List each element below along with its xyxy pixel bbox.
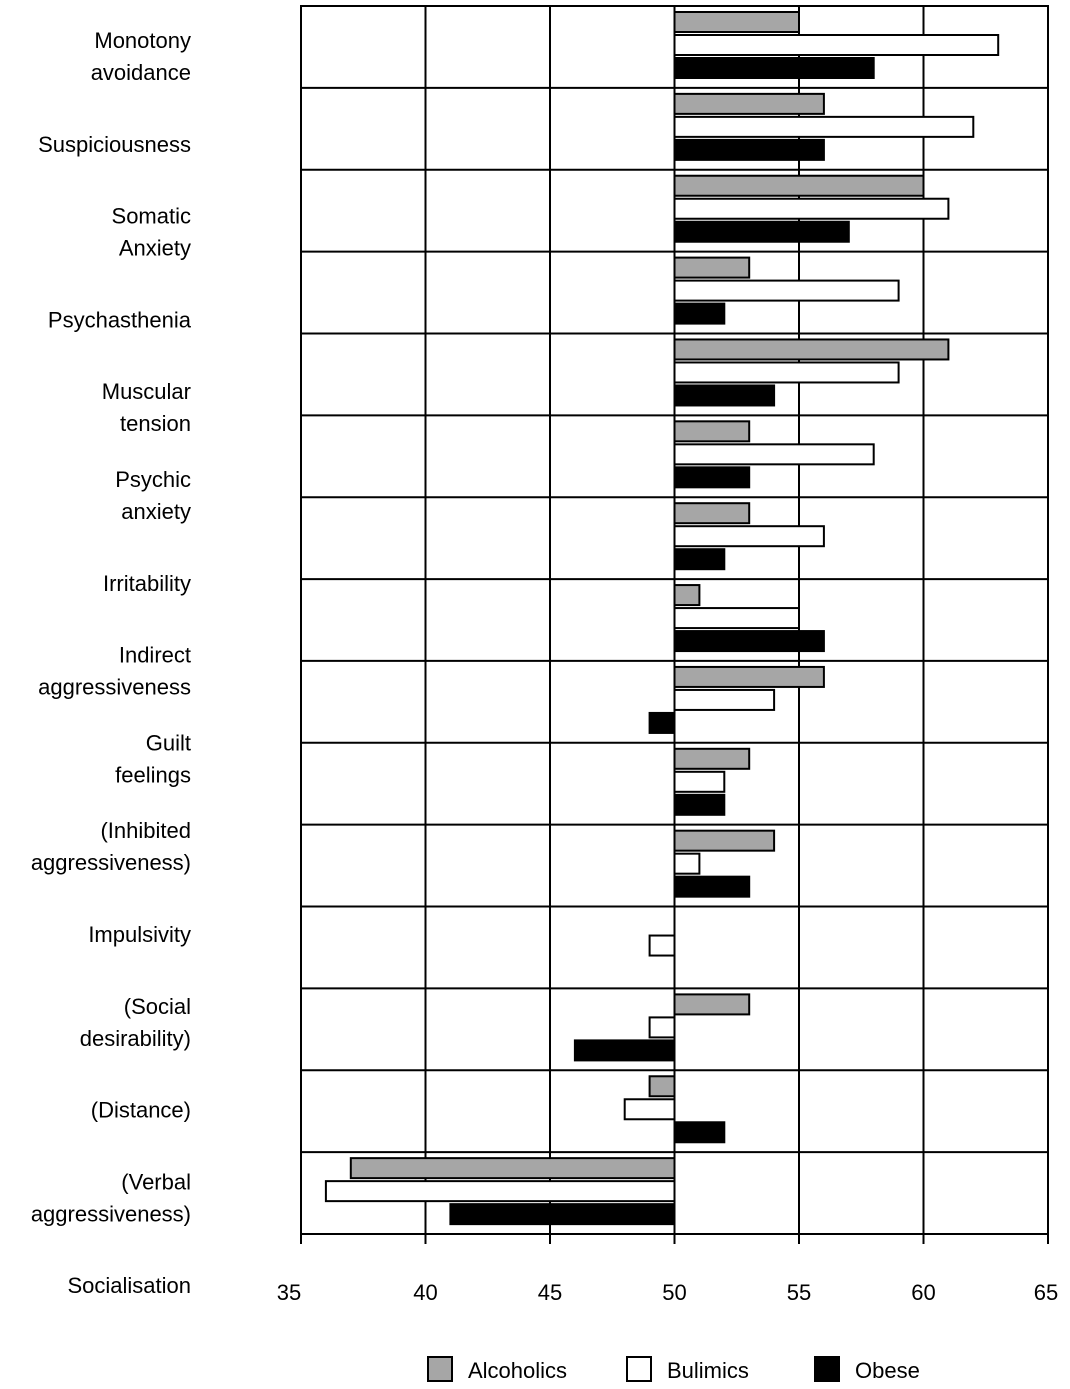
bar-obese	[673, 384, 776, 407]
bar-bulimics	[648, 934, 676, 957]
category-label: Somatic Anxiety	[112, 204, 191, 261]
bar-bulimics	[648, 1016, 676, 1039]
bar-bulimics	[673, 361, 900, 384]
bar-obese	[673, 548, 726, 571]
category-label: Muscular tension	[102, 379, 191, 436]
bar-alcoholics	[673, 747, 751, 770]
bar-bulimics	[673, 607, 800, 630]
bar-bulimics	[673, 197, 950, 220]
category-label: Irritability	[103, 571, 191, 596]
category-label: Psychic anxiety	[115, 467, 191, 524]
bar-alcoholics	[349, 1157, 676, 1180]
x-axis: 35 40 45 50 55 60 65	[277, 1233, 1058, 1305]
bar-obese	[648, 711, 676, 734]
bar-bulimics	[673, 34, 1000, 56]
x-tick-label: 45	[538, 1280, 562, 1305]
category-label: Guilt feelings	[115, 730, 191, 787]
category-label: Suspiciousness	[38, 132, 191, 157]
bar-obese	[673, 220, 850, 243]
legend: Alcoholics Bulimics Obese	[427, 1356, 920, 1383]
legend-swatch-bulimics	[626, 1356, 652, 1382]
bar-obese	[573, 1039, 676, 1062]
x-tick-label: 55	[787, 1280, 811, 1305]
bar-bulimics	[673, 525, 825, 548]
bar-bulimics	[673, 688, 776, 711]
bar-alcoholics	[673, 92, 825, 115]
bar-bulimics	[673, 852, 701, 875]
x-tick-label: 40	[413, 1280, 437, 1305]
bar-bulimics	[623, 1098, 676, 1121]
bar-alcoholics	[648, 1075, 676, 1098]
legend-label-alcoholics: Alcoholics	[468, 1358, 567, 1383]
category-label: (Distance)	[91, 1098, 191, 1123]
legend-swatch-obese	[814, 1356, 840, 1382]
category-label: Psychasthenia	[48, 307, 192, 332]
bar-alcoholics	[673, 584, 701, 607]
bar-obese	[673, 793, 726, 816]
bar-obese	[673, 302, 726, 325]
x-tick-label: 50	[662, 1280, 686, 1305]
x-tick-label: 65	[1034, 1280, 1058, 1305]
bar-obese	[673, 57, 875, 79]
bar-alcoholics	[673, 338, 950, 361]
category-label: Impulsivity	[88, 922, 191, 947]
legend-label-obese: Obese	[855, 1358, 920, 1383]
category-labels: Monotony avoidance Suspiciousness Somatic An…	[31, 28, 192, 1298]
bar-alcoholics	[673, 665, 825, 688]
category-label: (Social desirability)	[80, 994, 191, 1051]
x-tick-label: 35	[277, 1280, 301, 1305]
legend-label-bulimics: Bulimics	[667, 1358, 749, 1383]
bar-alcoholics	[673, 11, 800, 33]
bar-obese	[673, 875, 751, 898]
bar-alcoholics	[673, 829, 776, 852]
category-label: (Inhibited aggressiveness)	[31, 818, 191, 875]
bar-bulimics	[673, 770, 726, 793]
x-tick-label: 60	[911, 1280, 935, 1305]
bar-bulimics	[673, 279, 900, 302]
bar-bulimics	[673, 115, 975, 138]
grid	[300, 5, 1049, 1235]
legend-swatch-alcoholics	[427, 1356, 453, 1382]
bar-bulimics	[324, 1180, 676, 1203]
category-label: Socialisation	[67, 1273, 191, 1298]
category-label: (Verbal aggressiveness)	[31, 1169, 191, 1226]
bar-alcoholics	[673, 174, 925, 197]
bar-obese	[673, 138, 825, 161]
category-label: Indirect aggressiveness	[38, 643, 191, 700]
category-label: Monotony avoidance	[91, 28, 191, 85]
bar-alcoholics	[673, 993, 751, 1016]
bar-alcoholics	[673, 256, 751, 279]
bar-obese	[673, 1121, 726, 1144]
bar-alcoholics	[673, 502, 751, 525]
bar-bulimics	[673, 443, 875, 466]
bar-obese	[673, 466, 751, 489]
bars	[324, 11, 1000, 1226]
bar-alcoholics	[673, 420, 751, 443]
bar-obese	[449, 1203, 676, 1226]
bar-obese	[673, 630, 825, 653]
